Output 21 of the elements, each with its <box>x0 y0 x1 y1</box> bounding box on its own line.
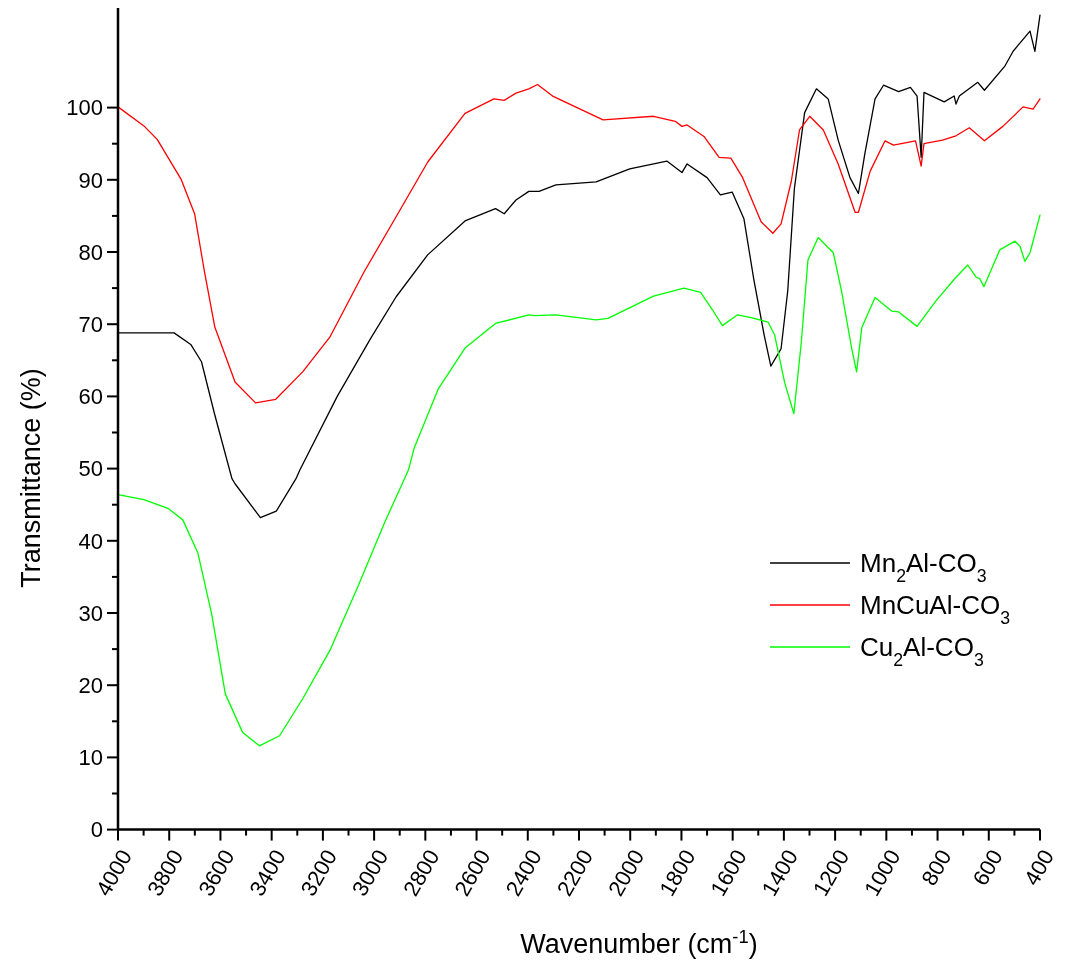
x-tick-label: 600 <box>967 845 1008 890</box>
x-axis-title: Wavenumber (cm$^{-1}$) <box>520 925 758 959</box>
y-tick-label: 0 <box>90 817 103 843</box>
legend-label: Cu$_{2}$Al-CO$_{3}$ <box>860 632 984 671</box>
y-tick-label: 30 <box>78 600 103 626</box>
line-series <box>117 214 1041 747</box>
y-axis-title: Transmittance (%) <box>16 368 46 588</box>
y-tick-label: 60 <box>78 384 103 410</box>
y-tick-label: 70 <box>78 311 103 337</box>
y-tick-label: 90 <box>78 167 103 193</box>
y-tick-label: 80 <box>78 239 103 265</box>
y-tick-label: 10 <box>78 745 103 771</box>
y-tick-label: 20 <box>78 672 103 698</box>
legend-label: Mn$_{2}$Al-CO$_{3}$ <box>860 548 987 587</box>
y-tick-label: 100 <box>66 95 103 121</box>
line-series <box>117 83 1041 404</box>
x-tick-label: 800 <box>916 845 957 890</box>
y-tick-label: 40 <box>78 528 103 554</box>
x-tick-label: 400 <box>1018 845 1059 890</box>
legend-label: MnCuAl-CO$_{3}$ <box>860 590 1011 629</box>
y-tick-label: 50 <box>78 456 103 482</box>
